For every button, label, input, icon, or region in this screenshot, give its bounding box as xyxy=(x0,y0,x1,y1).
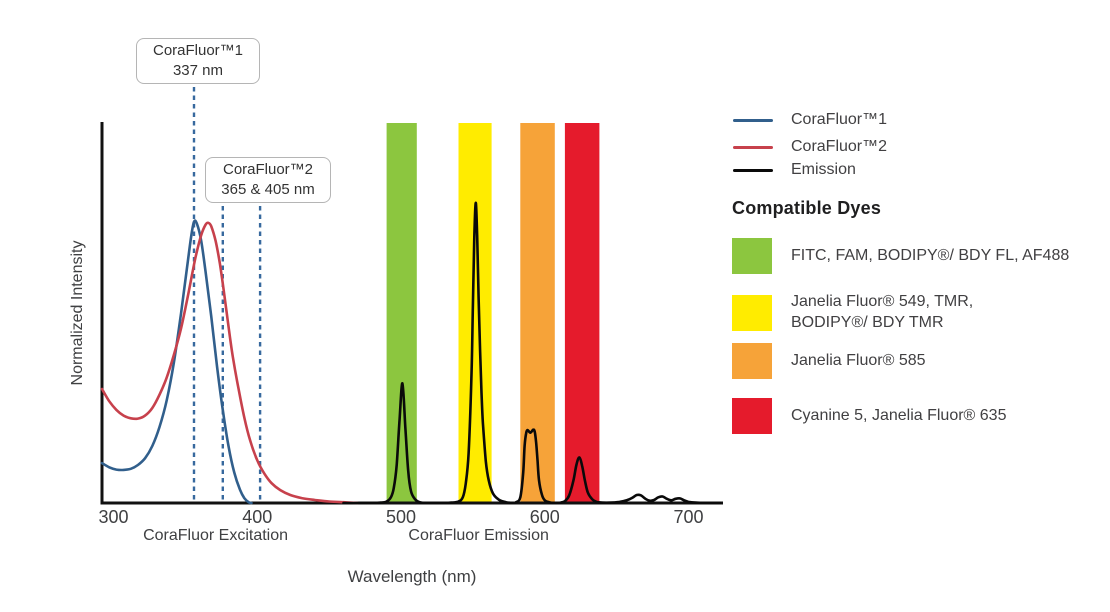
filter-band-red xyxy=(564,123,600,503)
dye-list-item: FITC, FAM, BODIPY®/ BDY FL, AF488 xyxy=(732,238,1069,274)
legend-item: CoraFluor™1 xyxy=(733,110,887,130)
dye-swatch-green xyxy=(732,238,772,274)
filter-band-green xyxy=(386,123,417,503)
dye-list-item: Janelia Fluor® 585 xyxy=(732,343,926,379)
annotation-corafluor2-title: CoraFluor™2 xyxy=(222,161,314,178)
dye-label: Janelia Fluor® 549, TMR, BODIPY®/ BDY TM… xyxy=(791,293,974,331)
dye-list-item: Cyanine 5, Janelia Fluor® 635 xyxy=(732,398,1006,434)
annotation-box-corafluor1: CoraFluor™1 337 nm xyxy=(136,38,260,84)
legend-item-label: CoraFluor™1 xyxy=(791,111,888,128)
legend-item: Emission xyxy=(733,160,856,180)
legend-line-sample xyxy=(733,118,773,122)
x-tick-label-700: 700 xyxy=(673,507,704,527)
x-tick-label-300: 300 xyxy=(98,507,129,527)
filter-band-yellow xyxy=(458,123,492,503)
dye-label: Cyanine 5, Janelia Fluor® 635 xyxy=(791,406,1007,424)
legend-line-sample xyxy=(733,168,773,172)
dye-swatch-yellow xyxy=(732,294,772,331)
x-axis-section-label-emission: CoraFluor Emission xyxy=(408,527,549,544)
legend-item-label: CoraFluor™2 xyxy=(791,138,888,155)
dye-label: Janelia Fluor® 585 xyxy=(791,351,926,369)
dye-swatch-red xyxy=(732,398,772,434)
x-axis-title: Wavelength (nm) xyxy=(347,567,477,586)
x-tick-label-500: 500 xyxy=(385,507,417,527)
x-tick-label-600: 600 xyxy=(529,507,560,527)
x-tick-label-400: 400 xyxy=(242,507,273,527)
series-corafluor-2 xyxy=(100,221,360,505)
y-axis-label: Normalized Intensity xyxy=(69,240,86,386)
annotation-box-corafluor2: CoraFluor™2 365 & 405 nm xyxy=(205,157,331,203)
compatible-dyes-heading: Compatible Dyes xyxy=(732,198,882,218)
dye-swatch-orange xyxy=(732,343,772,379)
x-axis-section-label-excitation: CoraFluor Excitation xyxy=(143,527,289,544)
annotation-corafluor2-value: 365 & 405 nm xyxy=(221,180,315,198)
annotation-corafluor1-value: 337 nm xyxy=(172,61,224,79)
legend-item: CoraFluor™2 xyxy=(733,137,887,157)
legend-line-sample xyxy=(733,145,773,149)
legend-item-label: Emission xyxy=(791,161,856,178)
dye-list-item: Janelia Fluor® 549, TMR, BODIPY®/ BDY TM… xyxy=(732,292,973,334)
series-emission xyxy=(342,201,722,505)
annotation-corafluor1-title: CoraFluor™1 xyxy=(152,42,244,59)
series-corafluor-1 xyxy=(100,219,253,505)
dye-label: FITC, FAM, BODIPY®/ BDY FL, AF488 xyxy=(791,246,1070,264)
